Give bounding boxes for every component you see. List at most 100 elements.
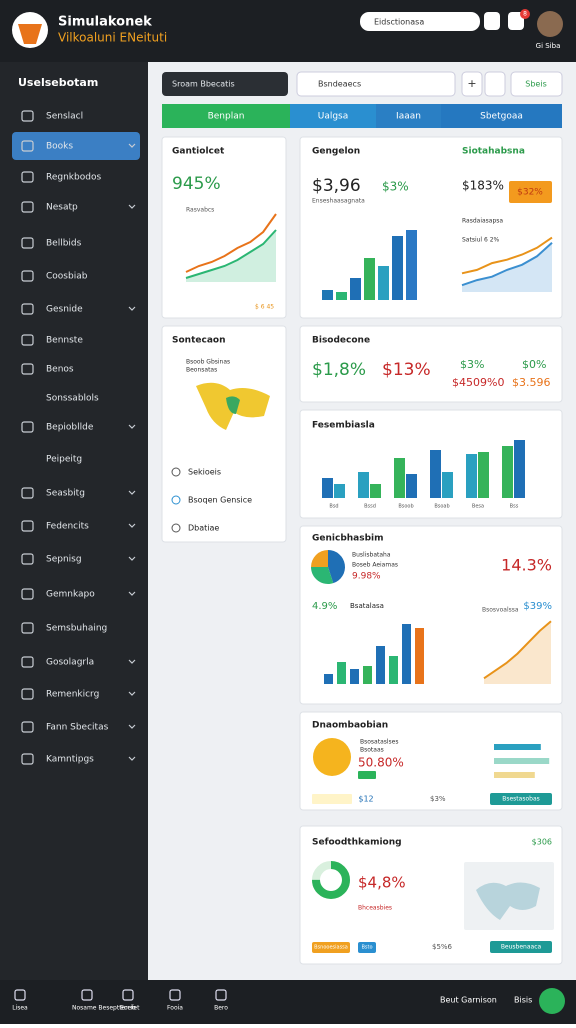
bar xyxy=(494,744,541,750)
kpi: 50.80% xyxy=(358,756,404,770)
nav-item[interactable]: Bero xyxy=(214,1005,228,1012)
add-label[interactable]: + xyxy=(467,77,476,90)
tab[interactable] xyxy=(376,104,441,128)
nav-item[interactable]: Nosame Beseptterefet xyxy=(72,1005,140,1012)
kpi: 4.9% xyxy=(312,601,337,612)
nav-item[interactable]: Gemnkapo xyxy=(46,590,95,600)
nav-item[interactable]: Senslacl xyxy=(46,112,83,122)
tab[interactable] xyxy=(290,104,376,128)
tab-label[interactable]: Ualgsa xyxy=(318,112,349,122)
user-name: Gi Siba xyxy=(536,42,561,50)
line xyxy=(461,241,553,287)
pie-slice xyxy=(311,567,334,584)
nav-item[interactable]: Bepiobllde xyxy=(46,423,94,433)
nav-icon xyxy=(21,421,34,433)
nav-icon xyxy=(21,622,34,634)
x-tick-label: Bsoab xyxy=(434,504,449,510)
icon-button[interactable] xyxy=(484,12,500,30)
nav-item[interactable]: Fedencits xyxy=(46,522,89,532)
tab-label[interactable]: Iaaan xyxy=(396,112,421,122)
nav-item[interactable]: Fooia xyxy=(167,1005,183,1012)
nav-item[interactable]: Gesnide xyxy=(46,305,83,315)
nav-item[interactable]: Bellbids xyxy=(46,239,82,249)
nav-item[interactable]: Sonssablols xyxy=(46,394,99,404)
avatar[interactable] xyxy=(539,988,565,1014)
nav-item[interactable]: Books xyxy=(46,142,73,152)
chevron xyxy=(128,306,136,311)
nav-item[interactable]: Remenkicrg xyxy=(46,690,99,700)
link[interactable]: Bsoqen Gensice xyxy=(188,496,252,505)
nav-icon xyxy=(169,989,181,1001)
nav-item[interactable]: Lisea xyxy=(12,1005,28,1012)
x-tick-label: Bsoob xyxy=(398,504,413,510)
tab[interactable] xyxy=(162,104,290,128)
button[interactable] xyxy=(490,941,552,953)
bar xyxy=(350,669,359,684)
nav-icon xyxy=(21,520,34,532)
nav-icon xyxy=(21,688,34,700)
nav-item[interactable]: Semsbuhaing xyxy=(46,624,107,634)
nav-item[interactable]: Regnkbodos xyxy=(46,173,101,183)
nav-item[interactable]: Kamntipgs xyxy=(46,755,94,765)
add-button[interactable] xyxy=(461,71,483,97)
card xyxy=(299,325,563,403)
chip xyxy=(358,771,376,779)
button-label[interactable]: Sbeis xyxy=(525,80,546,89)
badge-count: 8 xyxy=(523,11,527,18)
nav-item[interactable]: Nesatp xyxy=(46,203,78,213)
nav-item[interactable]: Peipeitg xyxy=(46,455,82,465)
button-label[interactable]: Bsestasobas xyxy=(502,796,540,803)
button-label[interactable]: Bsnooesiassa xyxy=(314,945,348,951)
search-text[interactable]: Eidsctionasa xyxy=(374,18,424,27)
chevron xyxy=(128,424,136,429)
link[interactable]: Dbatiae xyxy=(188,524,219,533)
filter-text[interactable]: Sroam Bbecatis xyxy=(172,80,235,89)
button[interactable] xyxy=(510,71,563,97)
sidebar-heading: Uselsebotam xyxy=(18,76,98,89)
avatar[interactable] xyxy=(537,11,563,37)
map xyxy=(476,882,540,920)
line xyxy=(483,620,552,680)
tab-label[interactable]: Benplan xyxy=(208,112,245,122)
tab-label[interactable]: Sbetgoaa xyxy=(480,112,523,122)
nav-icon xyxy=(21,721,34,733)
nav-icon xyxy=(21,140,34,152)
tab[interactable] xyxy=(441,104,562,128)
filter-box[interactable] xyxy=(162,72,288,96)
bar xyxy=(415,628,424,684)
icon-button[interactable] xyxy=(484,71,506,97)
bar xyxy=(392,236,403,300)
link-icon xyxy=(171,495,181,505)
gauge xyxy=(313,738,351,776)
caption: Bsosvoalssa xyxy=(482,607,519,614)
nav-item[interactable]: Sepnisg xyxy=(46,555,82,565)
button[interactable] xyxy=(490,793,552,805)
nav-item[interactable]: Seasbitg xyxy=(46,489,85,499)
legend-entry: Beonsatas xyxy=(186,367,217,374)
bottom-bar xyxy=(0,980,576,1024)
button[interactable] xyxy=(312,942,350,953)
chevron xyxy=(128,756,136,761)
search-box[interactable] xyxy=(360,12,480,31)
nav-icon xyxy=(21,334,34,346)
bar xyxy=(370,484,381,498)
pie-slice xyxy=(328,550,346,584)
area xyxy=(462,242,552,292)
logo-mark xyxy=(18,24,42,44)
nav-icon xyxy=(215,989,227,1001)
nav-icon xyxy=(21,588,34,600)
nav-item[interactable]: Eccio xyxy=(120,1005,136,1012)
nav-item[interactable]: Coosbiab xyxy=(46,272,88,282)
search-field[interactable] xyxy=(296,71,456,97)
button-label[interactable]: Beusbenaaca xyxy=(501,944,542,951)
nav-item[interactable]: Bennste xyxy=(46,336,83,346)
icon-button[interactable] xyxy=(508,12,524,30)
link[interactable]: Sekioeis xyxy=(188,468,221,477)
search-text[interactable]: Bsndeaecs xyxy=(318,80,361,89)
nav-item[interactable]: Gosolagrla xyxy=(46,658,94,668)
nav-item[interactable]: Fann Sbecitas xyxy=(46,723,109,733)
nav-icon xyxy=(21,171,34,183)
bar xyxy=(478,452,489,498)
chevron xyxy=(128,724,136,729)
nav-item[interactable]: Benos xyxy=(46,365,74,375)
